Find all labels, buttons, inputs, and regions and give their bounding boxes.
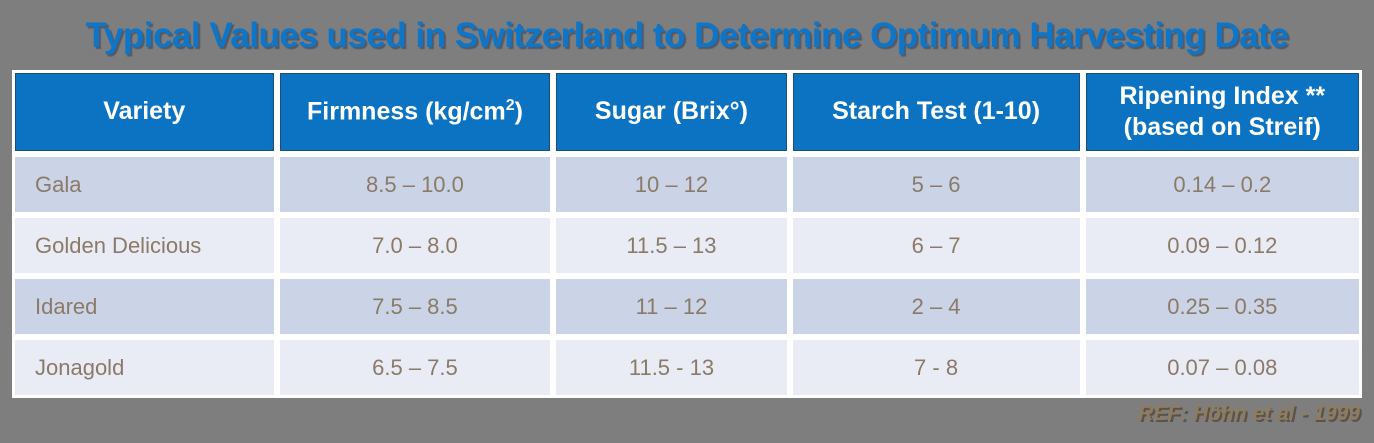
firmness-label-suffix: ) [514,97,523,126]
sugar-cell: 11.5 – 13 [553,215,790,276]
ripening-cell: 0.07 – 0.08 [1082,337,1362,398]
sugar-cell: 10 – 12 [553,154,790,215]
starch-cell: 2 – 4 [789,276,1083,337]
column-header-ripening: Ripening Index ** (based on Streif) [1082,70,1362,154]
table-row-jonagold: Jonagold 6.5 – 7.5 11.5 - 13 7 - 8 0.07 … [12,337,1362,398]
column-header-sugar: Sugar (Brix°) [553,70,790,154]
harvest-values-table: Variety Firmness (kg/cm2) Sugar (Brix°) … [12,70,1362,398]
firmness-cell: 7.0 – 8.0 [276,215,554,276]
column-header-firmness: Firmness (kg/cm2) [276,70,554,154]
firmness-superscript: 2 [505,97,515,115]
variety-cell: Idared [12,276,277,337]
ripening-cell: 0.25 – 0.35 [1082,276,1362,337]
variety-cell: Gala [12,154,277,215]
firmness-cell: 6.5 – 7.5 [276,337,554,398]
firmness-cell: 8.5 – 10.0 [276,154,554,215]
ripening-label-line2: (based on Streif) [1123,113,1321,141]
table-header-row: Variety Firmness (kg/cm2) Sugar (Brix°) … [12,70,1362,154]
column-header-starch: Starch Test (1-10) [789,70,1083,154]
table-row-gala: Gala 8.5 – 10.0 10 – 12 5 – 6 0.14 – 0.2 [12,154,1362,215]
column-header-variety: Variety [12,70,277,154]
sugar-cell: 11.5 - 13 [553,337,790,398]
ripening-label-line1: Ripening Index ** [1119,81,1326,110]
sugar-cell: 11 – 12 [553,276,790,337]
starch-cell: 6 – 7 [789,215,1083,276]
reference-citation: REF: Höhn et al - 1999 [1138,402,1360,425]
page-title: Typical Values used in Switzerland to De… [85,16,1289,55]
table-row-golden-delicious: Golden Delicious 7.0 – 8.0 11.5 – 13 6 –… [12,215,1362,276]
table-row-idared: Idared 7.5 – 8.5 11 – 12 2 – 4 0.25 – 0.… [12,276,1362,337]
variety-cell: Jonagold [12,337,277,398]
ripening-cell: 0.14 – 0.2 [1082,154,1362,215]
ripening-cell: 0.09 – 0.12 [1082,215,1362,276]
starch-cell: 5 – 6 [789,154,1083,215]
firmness-label: Firmness (kg/cm [307,97,506,126]
firmness-cell: 7.5 – 8.5 [276,276,554,337]
starch-cell: 7 - 8 [789,337,1083,398]
variety-cell: Golden Delicious [12,215,277,276]
